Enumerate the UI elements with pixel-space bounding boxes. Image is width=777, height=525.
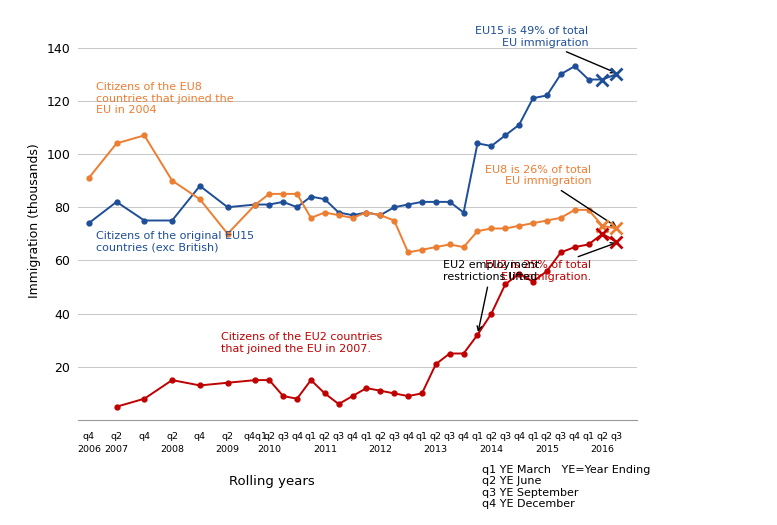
Text: q3: q3 xyxy=(277,432,289,441)
Text: 2012: 2012 xyxy=(368,445,392,454)
Text: q2: q2 xyxy=(221,432,234,441)
Text: q1: q1 xyxy=(416,432,428,441)
Text: 2010: 2010 xyxy=(257,445,281,454)
Text: q2: q2 xyxy=(541,432,553,441)
Text: EU2 employment
restrictions lifted: EU2 employment restrictions lifted xyxy=(443,260,539,331)
Text: q4: q4 xyxy=(83,432,95,441)
Text: q1: q1 xyxy=(472,432,483,441)
Text: q3: q3 xyxy=(444,432,456,441)
Text: q4q1: q4q1 xyxy=(243,432,267,441)
Text: 2009: 2009 xyxy=(216,445,239,454)
Y-axis label: Immigration (thousands): Immigration (thousands) xyxy=(28,143,40,298)
Text: 2015: 2015 xyxy=(535,445,559,454)
Text: 2011: 2011 xyxy=(313,445,336,454)
Text: Rolling years: Rolling years xyxy=(229,475,315,488)
Text: q4: q4 xyxy=(291,432,303,441)
Text: q3: q3 xyxy=(333,432,345,441)
Text: q1: q1 xyxy=(583,432,594,441)
Text: Citizens of the EU2 countries
that joined the EU in 2007.: Citizens of the EU2 countries that joine… xyxy=(221,332,382,354)
Text: q2: q2 xyxy=(166,432,178,441)
Text: q4: q4 xyxy=(513,432,525,441)
Text: q4: q4 xyxy=(347,432,358,441)
Text: q3: q3 xyxy=(388,432,400,441)
Text: 2006: 2006 xyxy=(77,445,101,454)
Text: q2: q2 xyxy=(263,432,275,441)
Text: q4: q4 xyxy=(458,432,469,441)
Text: 2013: 2013 xyxy=(423,445,448,454)
Text: q2: q2 xyxy=(430,432,442,441)
Text: q4: q4 xyxy=(569,432,580,441)
Text: 2016: 2016 xyxy=(591,445,615,454)
Text: q1: q1 xyxy=(305,432,317,441)
Text: q3: q3 xyxy=(555,432,567,441)
Text: q2: q2 xyxy=(110,432,123,441)
Text: q3: q3 xyxy=(610,432,622,441)
Text: q2: q2 xyxy=(486,432,497,441)
Text: q1: q1 xyxy=(361,432,372,441)
Text: Citizens of the EU8
countries that joined the
EU in 2004: Citizens of the EU8 countries that joine… xyxy=(96,82,233,116)
Text: q2: q2 xyxy=(319,432,331,441)
Text: q1 YE March   YE=Year Ending
q2 YE June
q3 YE September
q4 YE December: q1 YE March YE=Year Ending q2 YE June q3… xyxy=(482,465,650,509)
Text: q2: q2 xyxy=(375,432,386,441)
Text: q4: q4 xyxy=(193,432,206,441)
Text: q2: q2 xyxy=(597,432,608,441)
Text: 2008: 2008 xyxy=(160,445,184,454)
Text: q4: q4 xyxy=(138,432,150,441)
Text: q4: q4 xyxy=(402,432,414,441)
Text: Citizens of the original EU15
countries (exc British): Citizens of the original EU15 countries … xyxy=(96,231,254,253)
Text: 2007: 2007 xyxy=(105,445,128,454)
Text: q1: q1 xyxy=(527,432,539,441)
Text: EU8 is 26% of total
EU immigration: EU8 is 26% of total EU immigration xyxy=(485,165,615,226)
Text: EU2 is 25% of total
EU immigration.: EU2 is 25% of total EU immigration. xyxy=(485,243,615,282)
Text: q3: q3 xyxy=(499,432,511,441)
Text: EU15 is 49% of total
EU immigration: EU15 is 49% of total EU immigration xyxy=(476,26,615,73)
Text: 2014: 2014 xyxy=(479,445,503,454)
